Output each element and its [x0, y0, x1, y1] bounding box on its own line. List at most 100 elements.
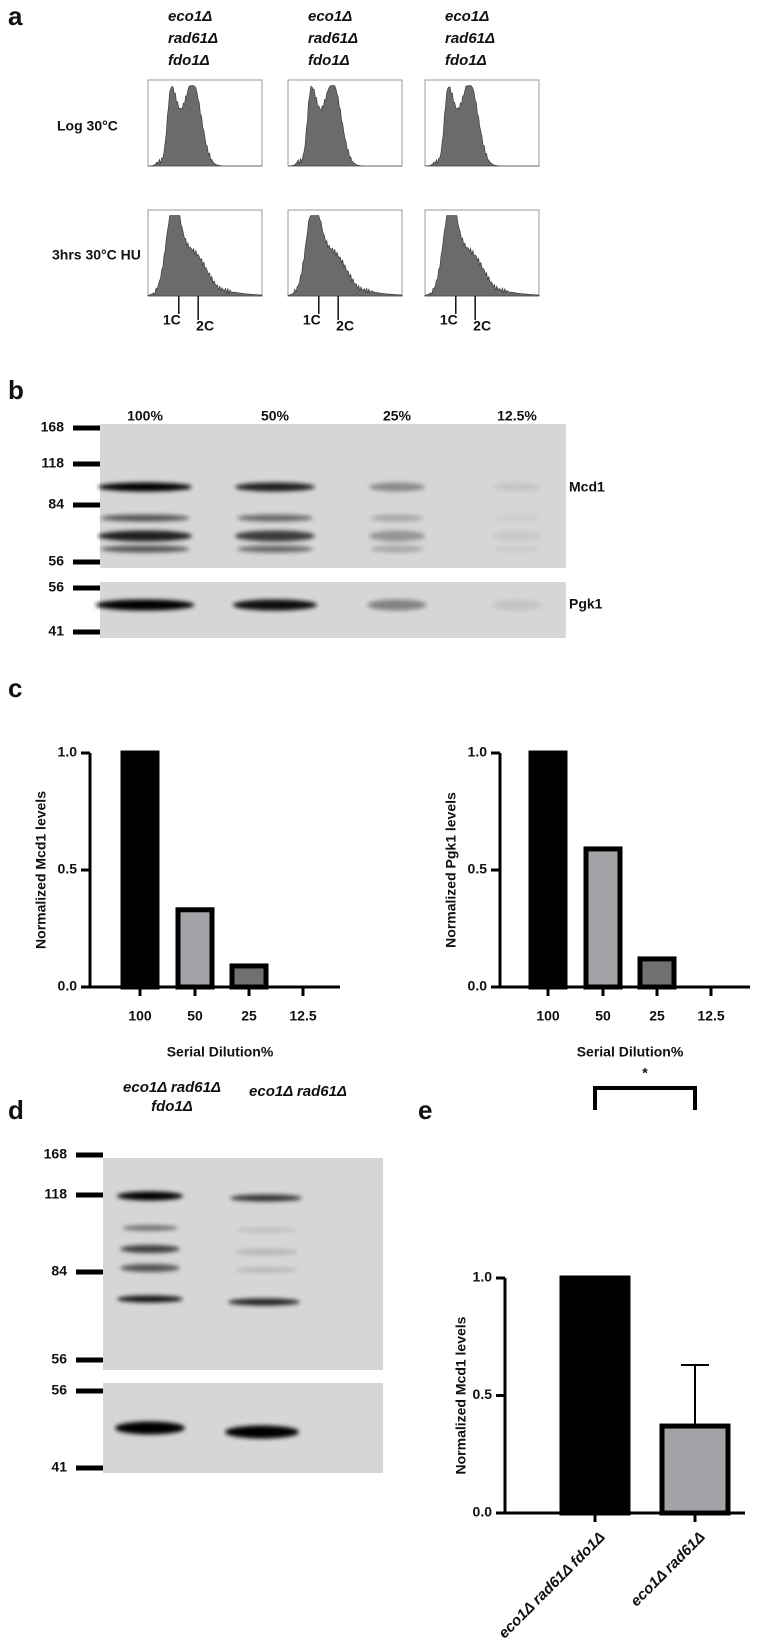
marker-band — [76, 1388, 103, 1394]
genotype-label: rad61Δ — [308, 30, 358, 47]
marker-band — [76, 1465, 103, 1471]
blot-band — [370, 545, 424, 553]
genotype-label: eco1Δ — [445, 8, 489, 25]
lane-label: eco1Δ rad61Δ — [249, 1083, 347, 1100]
genotype-label: rad61Δ — [445, 30, 495, 47]
marker-label: 41 — [51, 1459, 67, 1475]
ploidy-label: 1C — [440, 312, 458, 328]
x-axis-label: Serial Dilution% — [167, 1044, 274, 1060]
marker-label: 118 — [41, 455, 64, 471]
marker-band — [73, 559, 100, 565]
x-tick-label: eco1Δ rad61Δ — [627, 1529, 708, 1610]
marker-band — [76, 1357, 103, 1363]
y-tick-label: 1.0 — [473, 1269, 493, 1285]
blot-band — [491, 599, 543, 611]
blot-band — [367, 599, 427, 611]
y-axis-label: Normalized Mcd1 levels — [453, 1316, 469, 1474]
lane-label: 12.5% — [497, 408, 537, 424]
blot — [100, 424, 566, 568]
blot-band — [370, 514, 424, 522]
blot-band — [98, 530, 192, 542]
genotype-label: fdo1Δ — [168, 52, 210, 69]
blot-band — [237, 514, 313, 522]
y-tick-label: 0.0 — [473, 1504, 493, 1520]
marker-label: 84 — [51, 1263, 67, 1279]
marker-label: 56 — [51, 1382, 67, 1398]
protein-label: Mcd1 — [569, 479, 605, 495]
blot-band — [237, 545, 313, 553]
lane-label: 25% — [383, 408, 412, 424]
blot-band — [98, 482, 192, 492]
marker-band — [76, 1269, 103, 1275]
marker-band — [73, 585, 100, 591]
y-axis-label: Normalized Mcd1 levels — [33, 791, 49, 949]
bar — [559, 1275, 631, 1516]
blot-band — [494, 514, 540, 522]
blot-band — [230, 1194, 302, 1202]
blot-band — [235, 1267, 297, 1273]
ploidy-label: 2C — [336, 318, 354, 334]
genotype-label: eco1Δ — [168, 8, 212, 25]
blot-band — [117, 1191, 183, 1201]
marker-label: 84 — [48, 496, 64, 512]
marker-band — [76, 1192, 103, 1198]
bar — [120, 750, 160, 990]
bar — [528, 750, 568, 990]
blot-band — [95, 599, 195, 611]
marker-label: 41 — [48, 623, 64, 639]
marker-label: 56 — [51, 1351, 67, 1367]
x-tick-label: 100 — [128, 1008, 152, 1024]
significance-bracket — [593, 1086, 697, 1110]
marker-band — [73, 502, 100, 508]
genotype-label: eco1Δ — [308, 8, 352, 25]
ploidy-label: 1C — [303, 312, 321, 328]
marker-label: 118 — [44, 1186, 67, 1202]
marker-label: 168 — [44, 1146, 68, 1162]
blot — [100, 582, 566, 638]
blot-band — [236, 1227, 296, 1233]
bar — [659, 1423, 731, 1516]
y-tick-label: 1.0 — [58, 744, 78, 760]
x-tick-label: 25 — [649, 1008, 665, 1024]
lane-label: fdo1Δ — [151, 1098, 193, 1115]
marker-label: 168 — [41, 419, 65, 435]
marker-label: 56 — [48, 553, 64, 569]
ploidy-label: 1C — [163, 312, 181, 328]
blot — [103, 1158, 383, 1370]
blot-band — [235, 482, 315, 492]
bar — [175, 907, 215, 990]
y-tick-label: 0.5 — [473, 1386, 493, 1402]
y-tick-label: 0.5 — [58, 861, 78, 877]
marker-label: 56 — [48, 579, 64, 595]
blot-band — [122, 1225, 178, 1231]
blot-band — [369, 530, 425, 542]
x-tick-label: 50 — [187, 1008, 203, 1024]
protein-label: Pgk1 — [569, 596, 603, 612]
blot-band — [120, 1264, 180, 1272]
blot-band — [120, 1245, 180, 1253]
significance-label: * — [642, 1065, 648, 1081]
blot-band — [228, 1298, 300, 1306]
row-label: 3hrs 30°C HU — [52, 247, 141, 263]
blot-band — [233, 599, 317, 611]
marker-band — [73, 461, 100, 467]
blot-band — [234, 1249, 298, 1255]
y-axis-label: Normalized Pgk1 levels — [443, 792, 459, 948]
row-label: Log 30°C — [57, 118, 118, 134]
x-tick-label: 12.5 — [289, 1008, 316, 1024]
bar — [229, 963, 269, 990]
bar — [637, 956, 677, 990]
x-tick-label: 50 — [595, 1008, 611, 1024]
histogram — [287, 215, 403, 297]
lane-label: eco1Δ rad61Δ — [123, 1079, 221, 1096]
histogram — [147, 85, 262, 167]
blot-band — [493, 530, 541, 542]
blot-band — [115, 1421, 185, 1435]
x-tick-label: 12.5 — [697, 1008, 724, 1024]
genotype-label: fdo1Δ — [445, 52, 487, 69]
panel-label: a — [8, 1, 23, 31]
blot-band — [369, 482, 425, 492]
bar — [583, 846, 623, 990]
blot-band — [100, 545, 190, 553]
